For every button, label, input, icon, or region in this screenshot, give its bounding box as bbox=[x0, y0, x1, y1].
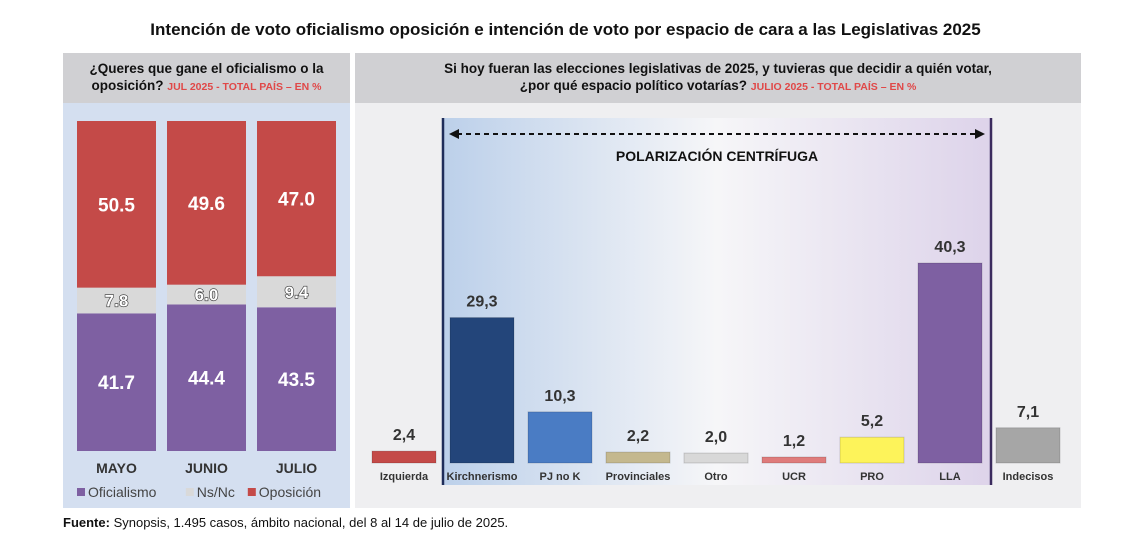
data-label-oficialismo-julio: 43.5 bbox=[278, 370, 315, 391]
bar-oficialismo-mayo bbox=[77, 313, 156, 451]
right-question-line1: Si hoy fueran las elecciones legislativa… bbox=[444, 61, 992, 76]
bar-kirchnerismo bbox=[449, 317, 515, 464]
x-tick-izquierda: Izquierda bbox=[380, 471, 429, 483]
data-label-lla: 40,3 bbox=[934, 239, 965, 256]
left-panel: ¿Queres que gane el oficialismo o la opo… bbox=[63, 53, 350, 508]
data-label-oposicin-junio: 49.6 bbox=[188, 194, 225, 215]
right-question-line2: ¿por qué espacio político votarías? bbox=[519, 78, 747, 93]
right-question-line2-row: ¿por qué espacio político votarías? JULI… bbox=[520, 77, 917, 96]
bar-oposicin-julio bbox=[257, 121, 336, 277]
bar-oposicin-junio bbox=[167, 121, 246, 285]
bar-nsnc-junio bbox=[167, 284, 246, 305]
left-subtitle: JUL 2025 - TOTAL PAÍS – EN % bbox=[167, 81, 322, 93]
right-subtitle: JULIO 2025 - TOTAL PAÍS – EN % bbox=[750, 81, 917, 93]
bar-oficialismo-junio bbox=[167, 304, 246, 451]
legend-label-oposicin: Oposición bbox=[259, 484, 321, 500]
data-label-ucr: 1,2 bbox=[783, 433, 805, 450]
data-label-pjnok: 10,3 bbox=[544, 388, 575, 405]
arrow-left-head bbox=[449, 129, 459, 139]
x-tick-pjnok: PJ no K bbox=[540, 471, 581, 483]
data-label-oficialismo-junio: 44.4 bbox=[188, 369, 225, 390]
left-question-line2: oposición? bbox=[91, 78, 164, 93]
data-label-nsnc-julio: 9.4 bbox=[285, 283, 309, 302]
legend-swatch-oficialismo bbox=[77, 488, 85, 496]
x-tick-provinciales: Provinciales bbox=[606, 471, 671, 483]
arrow-right-head bbox=[975, 129, 985, 139]
bar-pro bbox=[839, 436, 905, 464]
data-label-izquierda: 2,4 bbox=[393, 427, 415, 444]
right-question: Si hoy fueran las elecciones legislativa… bbox=[355, 53, 1081, 103]
bar-provinciales bbox=[605, 451, 671, 464]
bar-oficialismo-julio bbox=[257, 307, 336, 451]
data-label-nsnc-junio: 6.0 bbox=[195, 286, 219, 305]
x-tick-julio: JULIO bbox=[276, 460, 317, 476]
x-tick-ucr: UCR bbox=[782, 471, 806, 483]
legend-label-nsnc: Ns/Nc bbox=[197, 484, 235, 500]
left-question-line2-row: oposición? JUL 2025 - TOTAL PAÍS – EN % bbox=[91, 77, 321, 96]
x-tick-otro: Otro bbox=[704, 471, 728, 483]
data-label-kirchnerismo: 29,3 bbox=[466, 294, 497, 311]
bar-izquierda bbox=[371, 450, 437, 464]
left-question: ¿Queres que gane el oficialismo o la opo… bbox=[63, 53, 350, 103]
bar-nsnc-julio bbox=[257, 276, 336, 308]
chart-title: Intención de voto oficialismo oposición … bbox=[150, 20, 981, 39]
source-text: Synopsis, 1.495 casos, ámbito nacional, … bbox=[109, 515, 509, 530]
bar-indecisos bbox=[995, 427, 1061, 464]
x-tick-kirchnerismo: Kirchnerismo bbox=[447, 471, 518, 483]
left-question-line1: ¿Queres que gane el oficialismo o la bbox=[89, 61, 324, 76]
data-label-indecisos: 7,1 bbox=[1017, 404, 1039, 421]
bar-pjnok bbox=[527, 411, 593, 464]
legend-swatch-oposicin bbox=[247, 488, 256, 496]
source-note: Fuente: Synopsis, 1.495 casos, ámbito na… bbox=[63, 515, 508, 530]
data-label-pro: 5,2 bbox=[861, 413, 883, 430]
x-tick-mayo: MAYO bbox=[96, 460, 137, 476]
data-label-oposicin-mayo: 50.5 bbox=[98, 195, 135, 216]
x-tick-lla: LLA bbox=[939, 471, 960, 483]
stacked-bar-chart: 41.7 7.8 50.5 MAYO 44.4 6.0 49.6 JUNIO 43.5 9.4 47… bbox=[77, 121, 336, 500]
right-panel: Si hoy fueran las elecciones legislativa… bbox=[355, 53, 1081, 508]
bar-ucr bbox=[761, 456, 827, 464]
legend-swatch-nsnc bbox=[185, 488, 194, 496]
party-bar-chart: POLARIZACIÓN CENTRÍFUGA 2,4 Izquierda 29,3 K… bbox=[371, 118, 1061, 485]
data-label-otro: 2,0 bbox=[705, 429, 727, 446]
bar-oposicin-mayo bbox=[77, 121, 156, 288]
bar-nsnc-mayo bbox=[77, 287, 156, 314]
bar-lla bbox=[917, 262, 983, 464]
data-label-oficialismo-mayo: 41.7 bbox=[98, 373, 135, 394]
legend-label-oficialismo: Oficialismo bbox=[88, 484, 157, 500]
polarization-annotation: POLARIZACIÓN CENTRÍFUGA bbox=[616, 147, 818, 164]
data-label-oposicin-julio: 47.0 bbox=[278, 190, 315, 211]
source-label: Fuente: bbox=[63, 515, 110, 530]
data-label-provinciales: 2,2 bbox=[627, 428, 649, 445]
x-tick-indecisos: Indecisos bbox=[1003, 471, 1054, 483]
x-tick-pro: PRO bbox=[860, 471, 884, 483]
bar-otro bbox=[683, 452, 749, 464]
x-tick-junio: JUNIO bbox=[185, 460, 228, 476]
data-label-nsnc-mayo: 7.8 bbox=[105, 292, 129, 311]
